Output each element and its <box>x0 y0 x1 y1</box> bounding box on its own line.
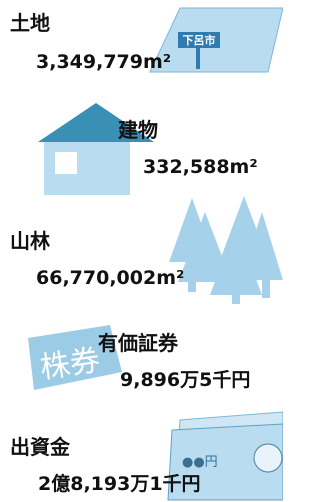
value: 332,588m² <box>143 156 258 178</box>
window <box>55 152 77 174</box>
bill-portrait <box>254 444 282 472</box>
label: 土地 <box>10 11 50 35</box>
label: 出資金 <box>10 435 71 459</box>
forest-icon <box>169 196 283 304</box>
ticket-text: 株券 <box>38 343 102 386</box>
value: 3,349,779m² <box>36 51 171 73</box>
sign-text: 下呂市 <box>183 33 216 47</box>
label: 有価証券 <box>98 331 179 355</box>
value: 9,896万5千円 <box>120 369 250 391</box>
bill-text: ●●円 <box>182 455 218 470</box>
value: 2億8,193万1千円 <box>38 472 201 495</box>
sign-post <box>196 45 200 69</box>
label: 山林 <box>10 229 50 253</box>
value: 66,770,002m² <box>36 267 184 289</box>
label: 建物 <box>118 118 158 142</box>
assets-infographic: 下呂市 土地 3,349,779m² 建物 332,588m² 山林 66,77… <box>0 0 283 502</box>
